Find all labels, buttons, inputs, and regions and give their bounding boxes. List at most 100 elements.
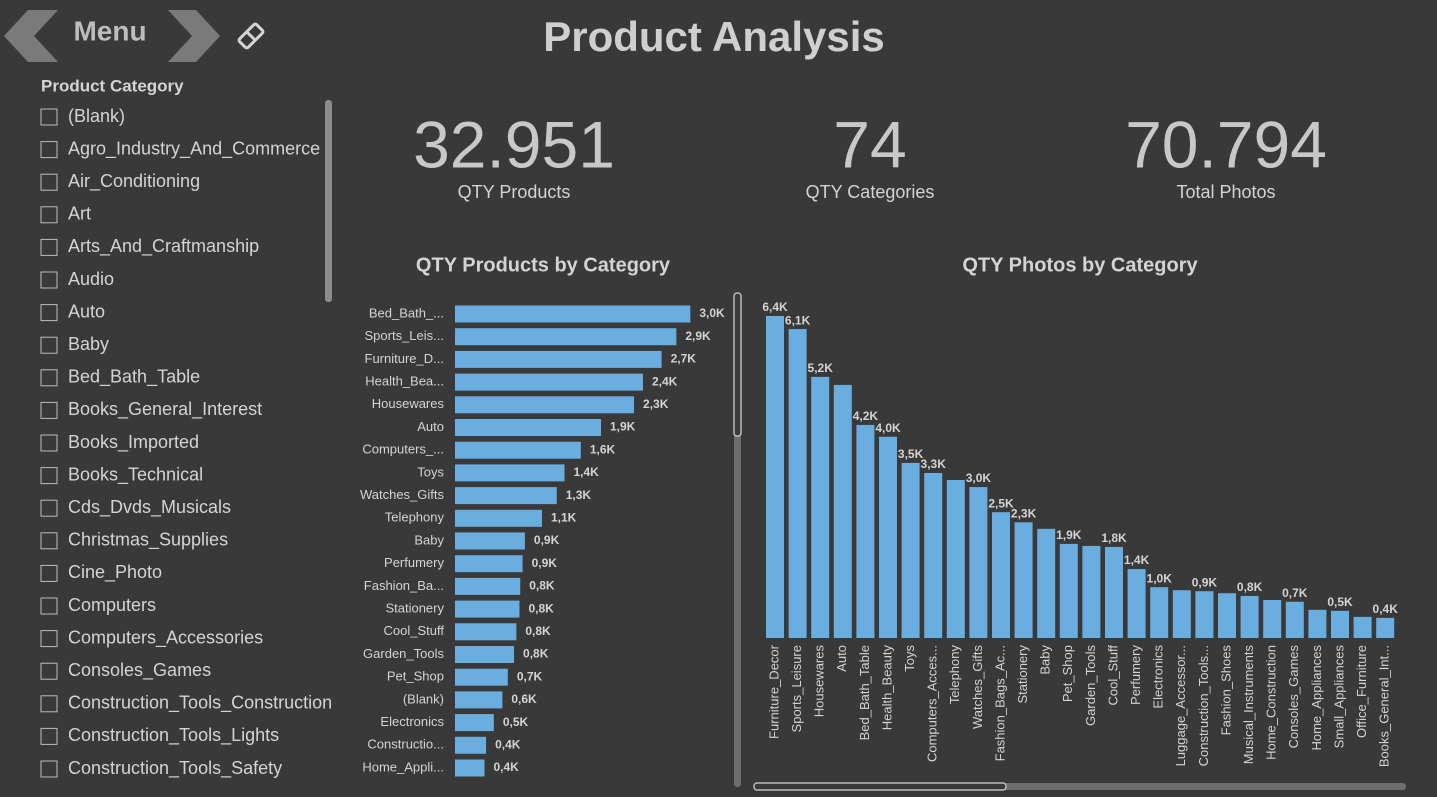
slicer-item[interactable]: Books_General_Interest [68, 399, 262, 420]
bar [455, 464, 565, 482]
chart-h-scroll-thumb[interactable] [753, 782, 1007, 791]
bar [969, 487, 988, 638]
slicer-item[interactable]: Computers [68, 595, 156, 615]
eraser-icon[interactable] [237, 22, 265, 50]
slicer-item[interactable]: Construction_Tools_Construction [68, 693, 332, 714]
bar [455, 328, 677, 346]
bar [1014, 522, 1033, 638]
slicer-item[interactable]: Construction_Tools_Lights [68, 725, 279, 746]
bar [1218, 593, 1236, 638]
slicer-checkbox[interactable] [40, 336, 58, 354]
x-tick-label: Telephony [947, 645, 962, 705]
bar [788, 329, 807, 638]
x-tick-label: Home_Appliances [1309, 645, 1324, 751]
x-tick-label: Health_Beauty [879, 645, 894, 731]
bar [455, 441, 581, 459]
slicer-item[interactable]: Art [68, 204, 91, 224]
slicer-item[interactable]: (Blank) [68, 106, 125, 126]
bar [1059, 543, 1078, 638]
slicer-scrollbar[interactable] [325, 100, 332, 302]
slicer-item[interactable]: Books_Technical [68, 464, 203, 485]
x-tick-label: Consoles_Games [1286, 645, 1301, 749]
slicer-checkbox[interactable] [40, 630, 58, 648]
value-label: 3,5K [898, 447, 924, 461]
slicer-checkbox[interactable] [40, 141, 58, 159]
value-label: 2,4K [652, 374, 678, 388]
value-label: 3,0K [699, 306, 725, 320]
x-tick-label: Stationery [1015, 645, 1030, 704]
slicer-title: Product Category [41, 76, 184, 95]
slicer-item[interactable]: Agro_Industry_And_Commerce [68, 138, 320, 159]
value-label: 3,3K [921, 457, 947, 471]
bar [455, 577, 521, 595]
bar [455, 646, 515, 663]
bar [1037, 528, 1056, 638]
slicer-item[interactable]: Air_Conditioning [68, 171, 200, 192]
chart-v-scroll-thumb[interactable] [733, 292, 742, 437]
slicer-item[interactable]: Auto [68, 301, 105, 321]
slicer-checkbox[interactable] [40, 304, 58, 322]
slicer-checkbox[interactable] [40, 238, 58, 256]
slicer-checkbox[interactable] [40, 467, 58, 485]
y-tick-label: Toys [417, 464, 444, 479]
slicer-item[interactable]: Construction_Tools_Safety [68, 758, 282, 779]
slicer-checkbox[interactable] [40, 369, 58, 387]
y-tick-label: Home_Appli... [362, 759, 444, 774]
x-tick-label: Fashion_Shoes [1218, 645, 1233, 736]
value-label: 1,0K [1147, 571, 1173, 585]
slicer-checkbox[interactable] [40, 597, 58, 615]
value-label: 2,3K [1011, 506, 1037, 520]
slicer-checkbox[interactable] [40, 760, 58, 778]
slicer-checkbox[interactable] [40, 434, 58, 452]
slicer-item[interactable]: Baby [68, 334, 109, 354]
slicer-item[interactable]: Audio [68, 269, 114, 289]
slicer-checkbox[interactable] [40, 206, 58, 224]
value-label: 0,5K [1327, 595, 1353, 609]
menu-label[interactable]: Menu [73, 15, 146, 46]
slicer-checkbox[interactable] [40, 532, 58, 550]
slicer-item[interactable]: Cine_Photo [68, 562, 162, 583]
slicer-item[interactable]: Computers_Accessories [68, 627, 263, 648]
menu-back-arrow[interactable] [4, 10, 58, 62]
bar [455, 396, 635, 414]
bar [1195, 591, 1214, 638]
slicer-checkbox[interactable] [40, 173, 58, 191]
x-tick-label: Books_General_Int... [1377, 645, 1392, 767]
bar [1082, 545, 1101, 638]
slicer-checkbox[interactable] [40, 401, 58, 419]
slicer-checkbox[interactable] [40, 695, 58, 713]
slicer-item[interactable]: Christmas_Supplies [68, 530, 228, 551]
value-label: 0,4K [494, 760, 520, 774]
x-tick-label: Small_Appliances [1331, 645, 1346, 749]
slicer-checkbox[interactable] [40, 499, 58, 517]
kpi-label: Total Photos [1176, 182, 1275, 202]
value-label: 2,5K [988, 496, 1014, 510]
menu-forward-arrow[interactable] [168, 10, 220, 62]
x-tick-label: Musical_Instruments [1241, 645, 1256, 765]
slicer-item[interactable]: Consoles_Games [68, 660, 211, 681]
bar [455, 487, 557, 505]
slicer-item[interactable]: Cds_Dvds_Musicals [68, 497, 231, 518]
value-label: 1,4K [1124, 553, 1150, 567]
bar [1308, 609, 1327, 638]
kpi-label: QTY Products [458, 182, 571, 202]
slicer-checkbox[interactable] [40, 662, 58, 680]
value-label: 1,3K [566, 488, 592, 502]
bar [924, 472, 943, 638]
bar [1240, 595, 1259, 638]
value-label: 0,8K [525, 624, 551, 638]
slicer-checkbox[interactable] [40, 564, 58, 582]
slicer-item[interactable]: Bed_Bath_Table [68, 367, 200, 388]
slicer-checkbox[interactable] [40, 727, 58, 745]
slicer-checkbox[interactable] [40, 271, 58, 289]
x-tick-label: Baby [1038, 645, 1053, 675]
slicer-item[interactable]: Books_Imported [68, 432, 199, 453]
bar [455, 691, 503, 709]
slicer-checkbox[interactable] [40, 108, 58, 126]
slicer-item[interactable]: Arts_And_Craftmanship [68, 236, 259, 257]
bar [833, 384, 852, 638]
bar [1376, 617, 1395, 638]
x-tick-label: Toys [902, 645, 917, 672]
value-label: 1,9K [1056, 528, 1082, 542]
bar [455, 736, 487, 754]
